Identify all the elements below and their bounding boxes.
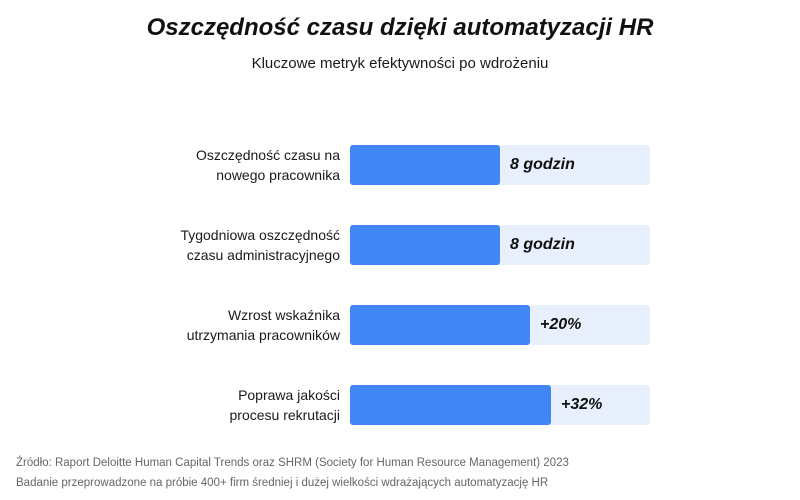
category-label: Tygodniowa oszczędność czasu administrac… — [180, 227, 340, 263]
category-label: Poprawa jakości procesu rekrutacji — [229, 387, 341, 423]
bar-track: +20% — [350, 305, 650, 345]
value-label: +32% — [561, 396, 603, 413]
bar-track: +32% — [350, 385, 650, 425]
bar-row: Poprawa jakości procesu rekrutacji +32% — [0, 385, 800, 425]
sample-note: Badanie przeprowadzone na próbie 400+ fi… — [16, 477, 549, 489]
bar-track: 8 godzin — [350, 225, 650, 265]
bar-row: Wzrost wskaźnika utrzymania pracowników +… — [0, 305, 800, 345]
value-label: +20% — [540, 316, 582, 333]
value-label: 8 godzin — [510, 156, 575, 173]
value-label: 8 godzin — [510, 236, 575, 253]
category-label: Wzrost wskaźnika utrzymania pracowników — [186, 307, 340, 343]
chart-subtitle: Kluczowe metryk efektywności po wdrożeni… — [251, 55, 549, 72]
source-note: Źródło: Raport Deloitte Human Capital Tr… — [16, 457, 569, 469]
bar-row: Oszczędność czasu na nowego pracownika 8 … — [0, 145, 800, 185]
bar — [350, 305, 530, 345]
bar-track: 8 godzin — [350, 145, 650, 185]
bar — [350, 225, 500, 265]
bar — [350, 385, 551, 425]
bar-row: Tygodniowa oszczędność czasu administrac… — [0, 225, 800, 265]
bar — [350, 145, 500, 185]
chart-title: Oszczędność czasu dzięki automatyzacji H… — [146, 14, 654, 41]
category-label: Oszczędność czasu na nowego pracownika — [196, 147, 340, 183]
